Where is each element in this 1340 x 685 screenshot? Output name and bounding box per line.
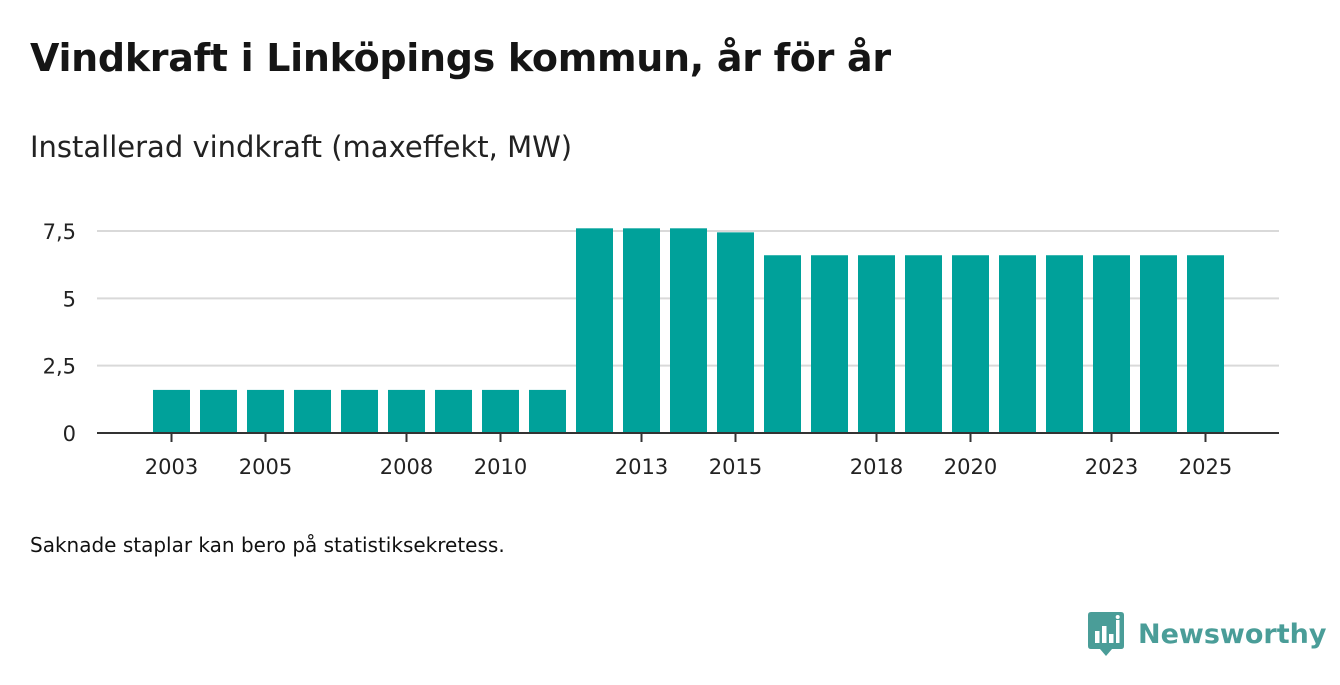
bar-2019 xyxy=(905,255,942,433)
bar-2004 xyxy=(200,389,237,433)
bar-2014 xyxy=(670,228,707,433)
bar-chart-speech-bubble-icon xyxy=(1088,612,1124,656)
bar-2025 xyxy=(1187,255,1224,433)
bar-2012 xyxy=(576,228,613,433)
x-tick-label: 2015 xyxy=(709,455,762,479)
bars xyxy=(153,228,1224,433)
bar-2008 xyxy=(388,389,425,433)
bar-2015 xyxy=(717,232,754,433)
bar-2010 xyxy=(482,389,519,433)
y-tick-label: 0 xyxy=(63,422,76,446)
x-tick-label: 2013 xyxy=(615,455,668,479)
footnote: Saknade staplar kan bero på statistiksek… xyxy=(30,533,505,557)
bar-2009 xyxy=(435,389,472,433)
y-tick-label: 2,5 xyxy=(43,355,76,379)
newsworthy-logo[interactable]: Newsworthy xyxy=(1088,612,1326,656)
bar-2006 xyxy=(294,389,331,433)
x-tick-label: 2010 xyxy=(474,455,527,479)
bar-2023 xyxy=(1093,255,1130,433)
bar-2013 xyxy=(623,228,660,433)
bar-2007 xyxy=(341,389,378,433)
bar-2022 xyxy=(1046,255,1083,433)
chart-title: Vindkraft i Linköpings kommun, år för år xyxy=(30,36,891,80)
tick-labels: 0 2,5 5 7,5 2003 2005 2008 2010 2013 2015 2018 2020… xyxy=(43,220,1233,479)
x-tick-label: 2008 xyxy=(380,455,433,479)
bar-2017 xyxy=(811,255,848,433)
axes xyxy=(97,432,1279,442)
x-tick-label: 2003 xyxy=(145,455,198,479)
x-tick-label: 2005 xyxy=(239,455,292,479)
bar-2021 xyxy=(999,255,1036,433)
bar-2005 xyxy=(247,389,284,433)
chart-subtitle: Installerad vindkraft (maxeffekt, MW) xyxy=(30,130,573,164)
bar-2003 xyxy=(153,389,190,433)
x-tick-label: 2020 xyxy=(944,455,997,479)
bar-2018 xyxy=(858,255,895,433)
bar-2011 xyxy=(529,389,566,433)
bar-2020 xyxy=(952,255,989,433)
x-tick-label: 2025 xyxy=(1179,455,1232,479)
bar-2016 xyxy=(764,255,801,433)
x-tick-label: 2018 xyxy=(850,455,903,479)
brand-name: Newsworthy xyxy=(1138,618,1327,650)
x-tick-label: 2023 xyxy=(1085,455,1138,479)
bar-2024 xyxy=(1140,255,1177,433)
y-tick-label: 7,5 xyxy=(43,220,76,244)
y-tick-label: 5 xyxy=(63,287,76,311)
